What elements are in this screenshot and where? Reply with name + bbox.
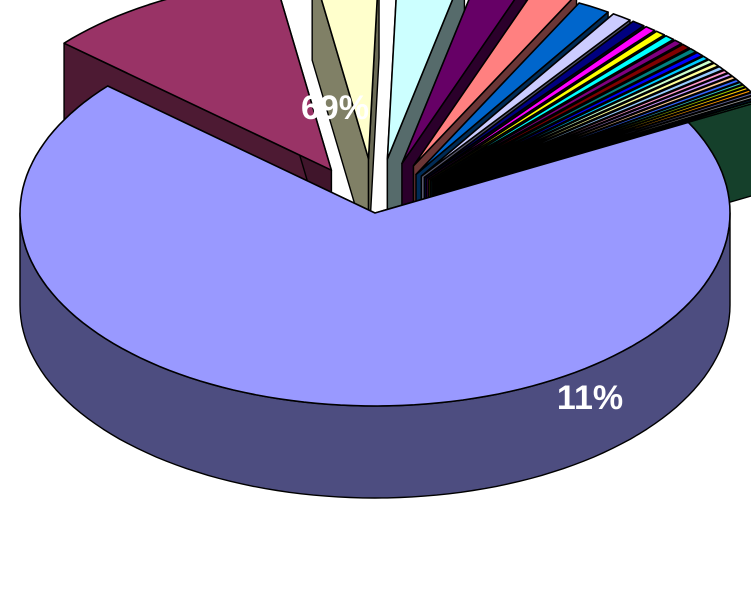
pie-slice-19 <box>439 65 725 187</box>
slice-label-3: 3% <box>433 532 482 570</box>
pie-slice-16 <box>436 55 709 185</box>
pie-slice-11 <box>429 35 675 181</box>
pie-slice-2 <box>320 0 378 160</box>
slice-label-2: 3% <box>503 519 552 557</box>
pie-slice-18 <box>438 62 720 186</box>
pie-slice-7 <box>420 13 631 178</box>
pie-slice-9 <box>425 25 656 180</box>
slice-labels: 69% 11% 3% 3% <box>301 89 623 570</box>
pie-slice-3 <box>386 0 454 160</box>
pie-slice-5 <box>412 0 573 167</box>
slice-sides <box>19 0 751 499</box>
pie-slice-15 <box>435 51 704 184</box>
pie-slice-13 <box>432 43 690 183</box>
pie-slice-17 <box>437 58 714 186</box>
pie-slice-8 <box>423 20 645 179</box>
pie-slice-4 <box>401 0 516 165</box>
slice-label-1: 11% <box>557 379 623 417</box>
pie-slice-12 <box>431 39 683 182</box>
pie-slice-10 <box>427 30 666 181</box>
slice-label-0: 69% <box>301 89 369 127</box>
pie-slice-14 <box>433 47 697 184</box>
pie-slice-21 <box>440 72 733 188</box>
pie-slice-0 <box>19 85 731 407</box>
pie-slice-6 <box>415 2 609 176</box>
pie-slice-1 <box>63 0 333 172</box>
